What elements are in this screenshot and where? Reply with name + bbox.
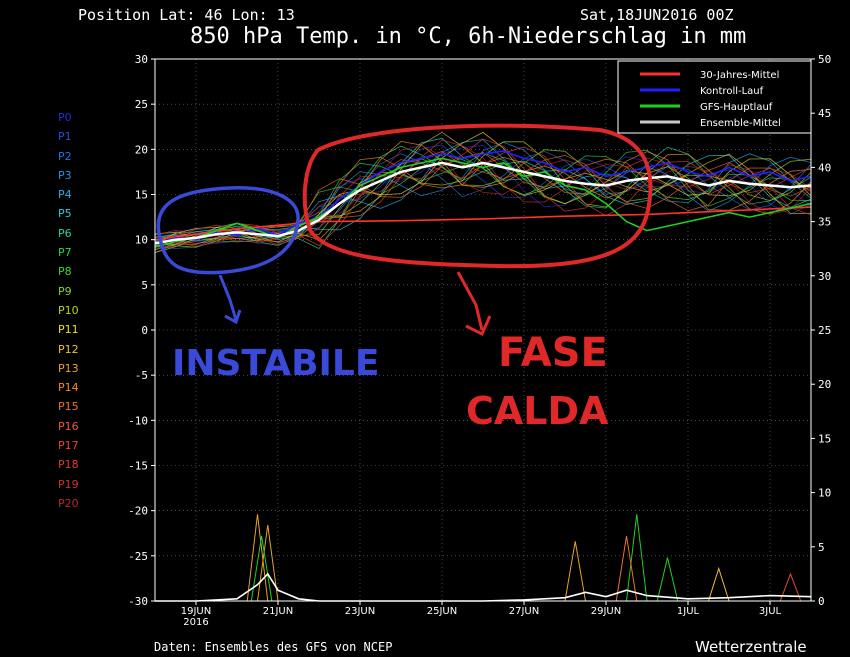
member-line bbox=[154, 152, 812, 244]
y-left-tick-label: 10 bbox=[135, 234, 148, 247]
precip-spike bbox=[564, 541, 586, 602]
member-label-p10: P10 bbox=[58, 303, 79, 317]
member-label-p5: P5 bbox=[58, 207, 72, 221]
legend-label: Kontroll-Lauf bbox=[700, 86, 764, 97]
y-right-tick-label: 45 bbox=[818, 107, 831, 120]
member-line bbox=[154, 144, 812, 245]
y-right-tick-label: 25 bbox=[818, 324, 831, 337]
chart-title: 850 hPa Temp. in °C, 6h-Niederschlag in … bbox=[190, 24, 747, 49]
y-right-tick-label: 0 bbox=[818, 595, 825, 608]
member-label-p17: P17 bbox=[58, 439, 79, 453]
member-label-p19: P19 bbox=[58, 477, 79, 491]
x-tick-label: 27JUN bbox=[509, 606, 539, 617]
fase-calda-arrow bbox=[456, 271, 492, 337]
x-tick-label: 25JUN bbox=[427, 606, 457, 617]
y-right-tick-label: 15 bbox=[818, 432, 831, 445]
member-label-p6: P6 bbox=[58, 226, 72, 240]
member-label-p18: P18 bbox=[58, 458, 79, 472]
member-label-p9: P9 bbox=[58, 284, 72, 298]
legend-label: 30-Jahres-Mittel bbox=[700, 70, 779, 81]
series-line bbox=[154, 150, 812, 245]
y-right-tick-label: 10 bbox=[818, 487, 831, 500]
instabile-circle bbox=[156, 186, 300, 275]
x-tick-label: 29JUN bbox=[591, 606, 621, 617]
x-tick-label: 19JUN bbox=[181, 606, 211, 617]
x-tick-label: 21JUN bbox=[263, 606, 293, 617]
member-label-p2: P2 bbox=[58, 149, 72, 163]
precip-spike bbox=[626, 514, 648, 602]
y-left-tick-label: -15 bbox=[128, 460, 148, 473]
data-credits: Daten: Ensembles des GFS von NCEP bbox=[154, 640, 393, 654]
instabile-arrow bbox=[218, 274, 242, 325]
member-label-p11: P11 bbox=[58, 323, 79, 337]
y-left-tick-label: 30 bbox=[135, 53, 148, 66]
member-line bbox=[154, 146, 812, 249]
y-left-tick-label: 20 bbox=[135, 143, 148, 156]
member-label-p7: P7 bbox=[58, 246, 72, 260]
y-left-tick-label: -10 bbox=[128, 414, 148, 427]
precip-spike bbox=[615, 535, 638, 602]
member-label-p12: P12 bbox=[58, 342, 79, 356]
y-right-tick-label: 20 bbox=[818, 378, 831, 391]
member-list: P0 P1 P2 P3 P4 P5 P6 P7 P8 P9 P10 P11 P12 P13 P14 P15 P1… bbox=[58, 111, 79, 516]
precip-spike bbox=[246, 514, 269, 602]
member-label-p8: P8 bbox=[58, 265, 72, 279]
precip-spike bbox=[257, 525, 279, 602]
brand-label: Wetterzentrale bbox=[695, 638, 807, 656]
y-left-tick-label: -30 bbox=[128, 595, 148, 608]
member-label-p1: P1 bbox=[58, 130, 72, 144]
y-left-tick-label: 15 bbox=[135, 189, 148, 202]
fase-calda-circle bbox=[302, 123, 653, 269]
x-tick-label: 23JUN bbox=[345, 606, 375, 617]
y-left-tick-label: -5 bbox=[135, 369, 148, 382]
member-label-p15: P15 bbox=[58, 400, 79, 414]
annotations: INSTABILE FASE CALDA bbox=[156, 123, 653, 433]
y-left-tick-label: 0 bbox=[141, 324, 148, 337]
precip-spike bbox=[708, 566, 730, 602]
member-line bbox=[154, 138, 812, 248]
y-left-tick-label: 5 bbox=[141, 279, 148, 292]
y-right-tick-label: 5 bbox=[818, 541, 825, 554]
series-layer bbox=[154, 131, 812, 602]
member-label-p14: P14 bbox=[58, 381, 79, 395]
y-right-tick-label: 30 bbox=[818, 270, 831, 283]
precip-spike bbox=[656, 557, 679, 602]
fase-label: FASE bbox=[498, 330, 608, 376]
instabile-label: INSTABILE bbox=[172, 343, 379, 384]
member-line bbox=[154, 151, 812, 251]
series-line bbox=[154, 206, 812, 241]
member-label-p4: P4 bbox=[58, 188, 72, 202]
axes-layer: 302520151050-5-10-15-20-25-3050454035302… bbox=[128, 53, 831, 628]
calda-label: CALDA bbox=[466, 389, 609, 433]
legend: 30-Jahres-Mittel Kontroll-Lauf GFS-Hauptla… bbox=[617, 60, 812, 134]
run-date-label: Sat,18JUN2016 00Z bbox=[580, 6, 734, 24]
y-right-tick-label: 35 bbox=[818, 216, 831, 229]
x-tick-label: 1JUL bbox=[677, 606, 700, 617]
y-right-tick-label: 40 bbox=[818, 161, 831, 174]
member-label-p20: P20 bbox=[58, 496, 79, 510]
legend-label: GFS-Hauptlauf bbox=[700, 102, 773, 113]
x-tick-label: 3JUL bbox=[759, 606, 782, 617]
member-label-p0: P0 bbox=[58, 111, 72, 124]
precip-spike bbox=[250, 535, 273, 602]
member-label-p16: P16 bbox=[58, 419, 79, 433]
y-left-tick-label: -25 bbox=[128, 550, 148, 563]
series-line bbox=[154, 161, 812, 245]
member-line bbox=[154, 139, 812, 243]
series-line bbox=[154, 157, 812, 248]
y-left-tick-label: 25 bbox=[135, 98, 148, 111]
member-line bbox=[154, 137, 812, 242]
precip-spike bbox=[779, 572, 802, 602]
legend-label: Ensemble-Mittel bbox=[700, 118, 781, 129]
y-left-tick-label: -20 bbox=[128, 505, 148, 518]
position-label: Position Lat: 46 Lon: 13 bbox=[78, 6, 295, 24]
member-label-p13: P13 bbox=[58, 361, 79, 375]
member-label-p3: P3 bbox=[58, 168, 72, 182]
y-right-tick-label: 50 bbox=[818, 53, 831, 66]
x-tick-sublabel: 2016 bbox=[183, 617, 208, 628]
